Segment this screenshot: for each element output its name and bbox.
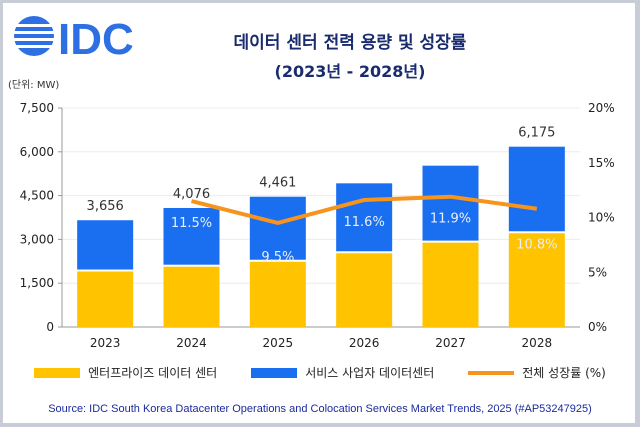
x-tick-label: 2025 <box>263 336 294 350</box>
legend-label: 엔터프라이즈 데이터 센터 <box>88 366 218 380</box>
bar-service <box>508 146 565 232</box>
growth-label: 11.9% <box>430 212 471 227</box>
legend-item-service: 서비스 사업자 데이터센터 <box>251 364 434 381</box>
idc-logo: IDC <box>12 15 134 60</box>
total-label: 4,461 <box>259 176 296 191</box>
y-tick-label: 6,000 <box>20 145 54 159</box>
bar-enterprise <box>249 261 306 327</box>
bar-service <box>336 183 393 252</box>
y2-tick-label: 20% <box>588 101 615 115</box>
bar-service <box>422 165 479 241</box>
legend-item-growth: 전체 성장률 (%) <box>468 364 606 381</box>
y2-tick-label: 5% <box>588 265 607 279</box>
y-tick-label: 0 <box>46 320 54 334</box>
y2-tick-label: 0% <box>588 320 607 334</box>
legend-line <box>468 370 515 375</box>
total-label: 4,076 <box>173 187 210 202</box>
bar-enterprise <box>163 266 220 327</box>
bar-enterprise <box>77 271 134 327</box>
y2-tick-label: 15% <box>588 156 615 170</box>
x-tick-label: 2026 <box>349 336 380 350</box>
chart-title: 데이터 센터 전력 용량 및 성장률 <box>233 33 467 53</box>
bar-service <box>77 220 134 270</box>
legend-label: 전체 성장률 (%) <box>522 366 606 380</box>
y-tick-label: 3,000 <box>20 232 54 246</box>
bar-service <box>249 196 306 260</box>
growth-label: 11.6% <box>344 215 385 230</box>
legend-item-enterprise: 엔터프라이즈 데이터 센터 <box>34 364 217 381</box>
x-tick-label: 2023 <box>90 336 121 350</box>
growth-label: 11.5% <box>171 216 212 231</box>
bar-enterprise <box>508 233 565 327</box>
y2-tick-label: 10% <box>588 211 615 225</box>
bar-enterprise <box>336 253 393 327</box>
chart-subtitle: (2023년 - 2028년) <box>274 62 426 81</box>
total-label: 6,175 <box>518 126 555 141</box>
legend-label: 서비스 사업자 데이터센터 <box>305 366 435 380</box>
y-tick-label: 1,500 <box>20 276 54 290</box>
growth-line <box>191 194 538 225</box>
bar-enterprise <box>422 242 479 327</box>
y-tick-label: 4,500 <box>20 189 54 203</box>
growth-label: 9.5% <box>261 250 294 265</box>
legend: 엔터프라이즈 데이터 센터 서비스 사업자 데이터센터 전체 성장률 (%) <box>0 364 640 381</box>
x-tick-label: 2028 <box>522 336 553 350</box>
legend-swatch <box>34 367 81 378</box>
legend-swatch <box>251 367 298 378</box>
logo-text: IDC <box>58 15 134 60</box>
source-note: Source: IDC South Korea Datacenter Opera… <box>48 403 592 415</box>
growth-label: 10.8% <box>516 238 557 253</box>
x-tick-label: 2024 <box>176 336 207 350</box>
bar-service <box>163 207 220 265</box>
chart-plot: 0 1,500 3,000 4,500 6,000 7,500 0% 5% 10% 15% 20% 3… <box>20 101 615 350</box>
x-tick-label: 2027 <box>435 336 466 350</box>
unit-label: (단위: MW) <box>8 80 60 91</box>
y-tick-label: 7,500 <box>20 101 54 115</box>
total-label: 3,656 <box>87 199 124 214</box>
